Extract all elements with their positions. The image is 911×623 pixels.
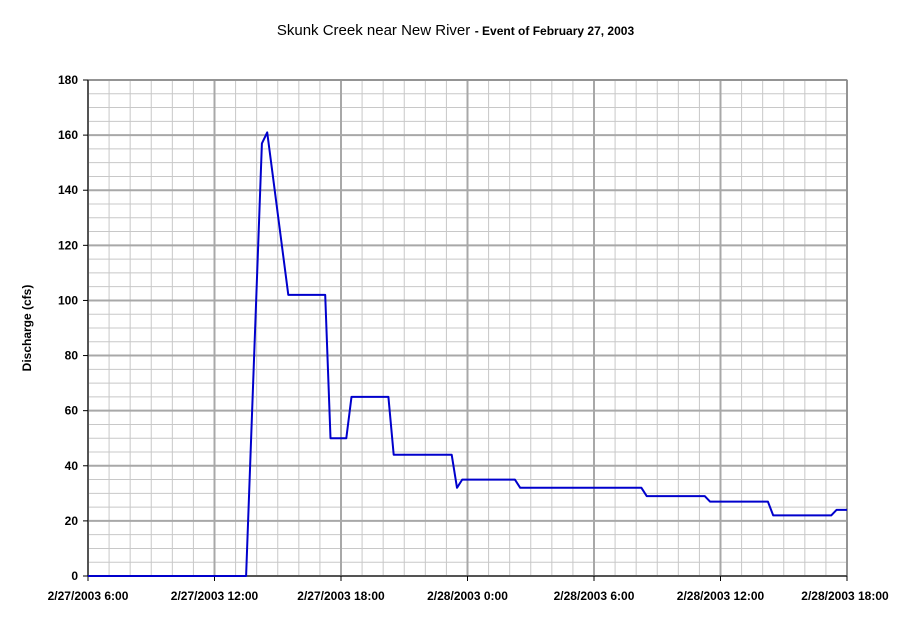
x-tick-label: 2/28/2003 0:00: [427, 589, 508, 603]
y-tick-label: 180: [58, 73, 78, 87]
y-tick-label: 140: [58, 183, 78, 197]
y-tick-label: 60: [65, 404, 79, 418]
y-tick-label: 120: [58, 238, 78, 252]
chart-title-block: Skunk Creek near New River - Event of Fe…: [0, 22, 911, 40]
x-tick-labels: 2/27/2003 6:00 2/27/2003 12:00 2/27/2003 1…: [48, 589, 889, 603]
y-tick-label: 160: [58, 128, 78, 142]
x-tick-label: 2/28/2003 18:00: [801, 589, 889, 603]
chart-title: Skunk Creek near New River: [276, 22, 471, 39]
y-tick-labels: 0 20 40 60 80 100 120 140 160 180: [58, 73, 78, 583]
chart-subtitle: - Event of February 27, 2003: [474, 24, 635, 38]
y-tick-label: 80: [65, 349, 79, 363]
x-tick-label: 2/28/2003 12:00: [677, 589, 765, 603]
x-tick-label: 2/27/2003 18:00: [297, 589, 385, 603]
series-group: [88, 131, 847, 577]
y-tick-label: 40: [65, 459, 79, 473]
y-tick-label: 20: [65, 514, 79, 528]
y-tick-label: 100: [58, 293, 78, 307]
x-tick-label: 2/28/2003 6:00: [554, 589, 635, 603]
x-tick-label: 2/27/2003 6:00: [48, 589, 129, 603]
series-line-discharge: [88, 131, 847, 577]
x-tick-label: 2/27/2003 12:00: [171, 589, 259, 603]
y-axis-title: Discharge (cfs): [20, 285, 34, 372]
axes: [83, 79, 848, 581]
y-tick-label: 0: [71, 569, 78, 583]
